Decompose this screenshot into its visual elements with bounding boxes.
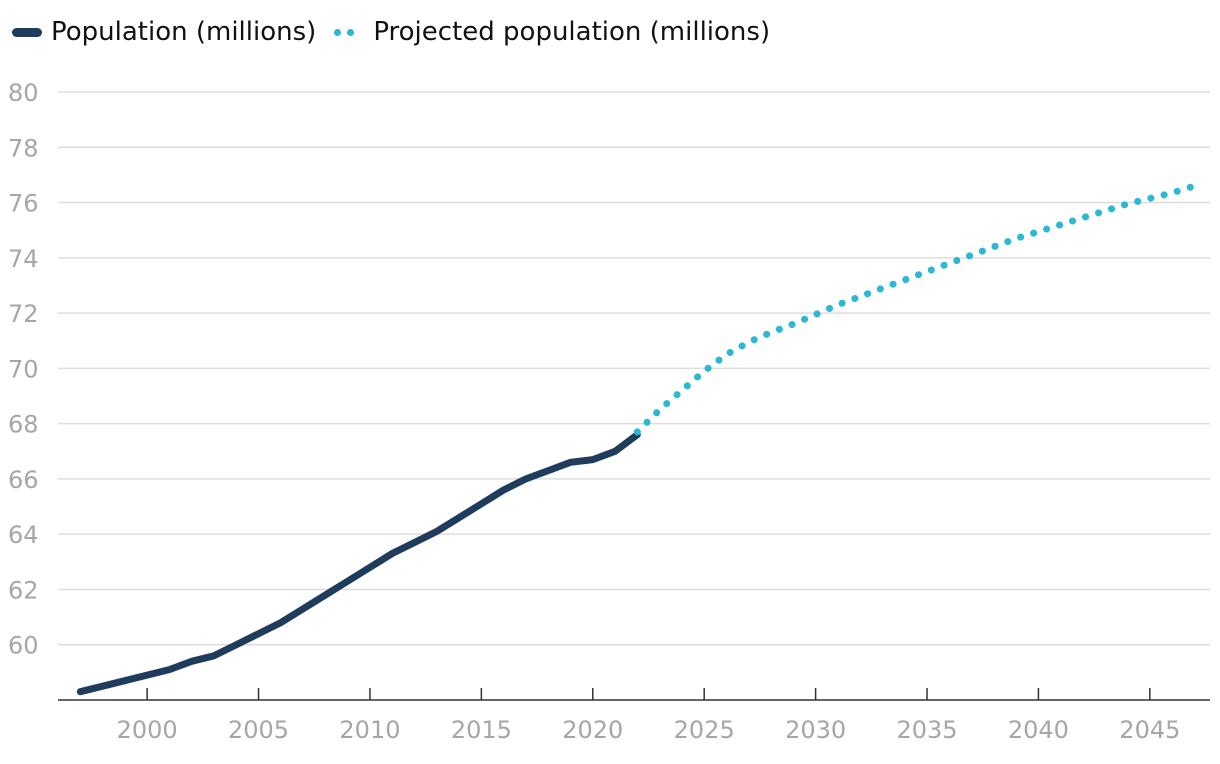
y-tick-label-66: 66 <box>8 466 39 494</box>
x-tick-label-2000: 2000 <box>117 716 178 744</box>
y-tick-label-78: 78 <box>8 134 39 162</box>
y-tick-label-72: 72 <box>8 300 39 328</box>
y-tick-label-70: 70 <box>8 355 39 383</box>
legend-swatch-solid <box>12 27 42 37</box>
legend-item-population[interactable]: Population (millions) <box>12 17 316 47</box>
series-line-population <box>76 431 641 696</box>
x-tick-label-2030: 2030 <box>785 716 846 744</box>
y-tick-label-76: 76 <box>8 190 39 218</box>
y-tick-label-60: 60 <box>8 632 39 660</box>
legend-label-population: Population (millions) <box>51 17 317 47</box>
y-tick-label-80: 80 <box>8 79 39 107</box>
legend-item-projected[interactable]: Projected population (millions) <box>334 17 770 47</box>
legend-swatch-dotted <box>334 28 364 36</box>
x-tick-label-2045: 2045 <box>1119 716 1180 744</box>
x-tick-label-2010: 2010 <box>339 716 400 744</box>
x-axis: 2000 2005 2010 2015 2020 2025 2030 2035 2040 2045 <box>58 688 1210 744</box>
y-tick-label-64: 64 <box>8 521 39 549</box>
y-tick-label-62: 62 <box>8 576 39 604</box>
y-tick-label-68: 68 <box>8 411 39 439</box>
x-tick-label-2005: 2005 <box>228 716 289 744</box>
x-tick-label-2015: 2015 <box>451 716 512 744</box>
x-tick-label-2040: 2040 <box>1008 716 1069 744</box>
x-tick-label-2035: 2035 <box>896 716 957 744</box>
x-tick-label-2025: 2025 <box>674 716 735 744</box>
legend-label-projected: Projected population (millions) <box>373 17 771 47</box>
gridlines <box>58 91 1210 646</box>
x-tick-label-2020: 2020 <box>562 716 623 744</box>
chart-legend: Population (millions) Projected populati… <box>12 14 770 50</box>
y-tick-label-74: 74 <box>8 245 39 273</box>
series-lines <box>76 182 1198 696</box>
series-line-projected <box>633 182 1198 436</box>
y-axis-tick-labels: 60 62 64 66 68 70 72 74 76 78 80 <box>8 79 39 660</box>
